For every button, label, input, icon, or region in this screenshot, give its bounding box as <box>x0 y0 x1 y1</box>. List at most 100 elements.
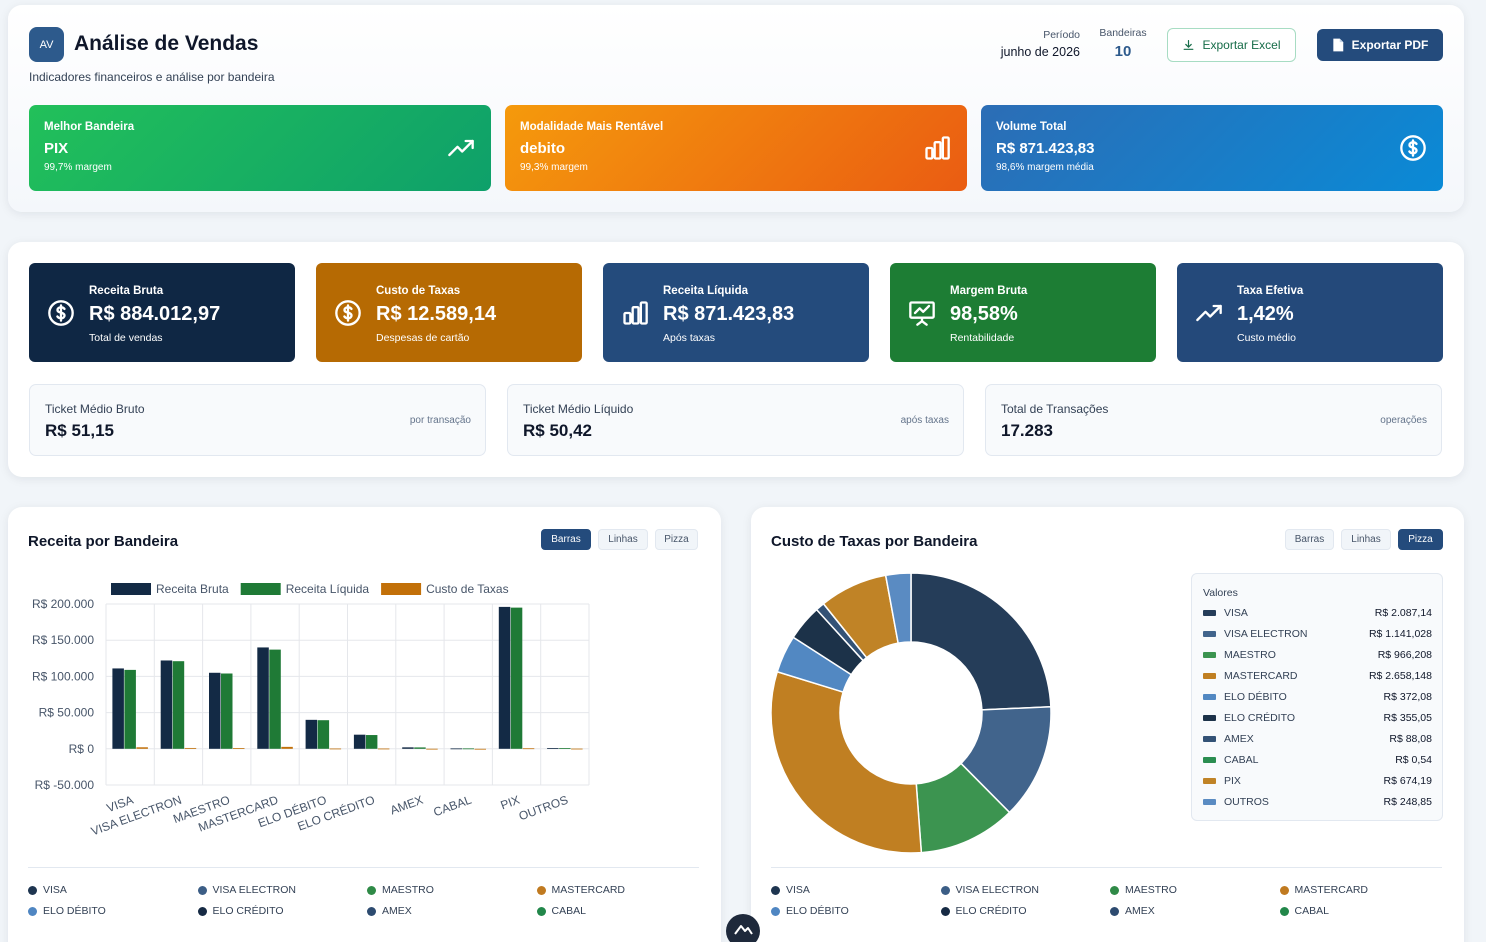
slice-mastercard[interactable] <box>770 670 923 854</box>
legend-item[interactable]: AMEX <box>1110 905 1155 917</box>
bar-outros-1[interactable] <box>547 748 559 749</box>
bar-mastercard-3[interactable] <box>281 746 293 749</box>
kpi-label: Margem Bruta <box>950 285 1028 297</box>
bar-amex-1[interactable] <box>402 747 414 749</box>
highlight-best-flag: Melhor Bandeira PIX 99,7% margem <box>29 105 491 191</box>
legend-item[interactable]: CABAL <box>536 905 586 917</box>
bar-maestro-2[interactable] <box>221 673 233 749</box>
toggle-bars[interactable]: Barras <box>541 529 591 550</box>
bar-mastercard-1[interactable] <box>257 647 269 749</box>
toggle-lines[interactable]: Linhas <box>1341 529 1391 550</box>
kpi-label: Taxa Efetiva <box>1237 285 1304 297</box>
bar-visa-3[interactable] <box>136 747 148 749</box>
legend-dot <box>367 885 376 895</box>
legend-swatch <box>240 583 281 595</box>
value-swatch <box>1203 631 1216 637</box>
legend-item[interactable]: ELO CRÉDITO <box>940 905 1027 917</box>
legend-dot <box>1110 885 1119 895</box>
legend-item[interactable]: ELO CRÉDITO <box>197 905 284 917</box>
bar-mastercard-2[interactable] <box>269 649 281 749</box>
export-excel-button[interactable]: Exportar Excel <box>1167 28 1296 62</box>
value-amount: R$ 355,05 <box>1383 712 1432 724</box>
y-tick-label: R$ 0 <box>69 742 95 756</box>
bar-outros-2[interactable] <box>559 748 571 749</box>
bar-visa-1[interactable] <box>112 668 124 749</box>
legend-item[interactable]: MASTERCARD <box>536 884 625 896</box>
bar-outros-3[interactable] <box>571 748 583 750</box>
bar-pix-1[interactable] <box>498 606 511 749</box>
legend-item[interactable]: VISA <box>28 884 67 896</box>
bar-elo-débito-2[interactable] <box>317 720 330 749</box>
legend-label: CABAL <box>1294 905 1329 917</box>
legend-item[interactable]: CABAL <box>1279 905 1329 917</box>
bar-visa-2[interactable] <box>124 669 136 749</box>
legend-item[interactable]: MASTERCARD <box>1279 884 1368 896</box>
bar-maestro-3[interactable] <box>233 748 245 749</box>
value-name: ELO CRÉDITO <box>1224 712 1295 724</box>
floating-action-button[interactable] <box>726 914 760 942</box>
toggle-lines[interactable]: Linhas <box>598 529 648 550</box>
toggle-pie[interactable]: Pizza <box>655 529 698 550</box>
kpi-sub: Custo médio <box>1237 332 1296 344</box>
legend-label: AMEX <box>382 905 412 917</box>
bar-visa-electron-1[interactable] <box>160 660 173 749</box>
export-pdf-button[interactable]: Exportar PDF <box>1317 29 1443 61</box>
legend-item[interactable]: VISA ELECTRON <box>197 884 296 896</box>
slice-visa[interactable] <box>910 572 1052 711</box>
bar-visa-electron-2[interactable] <box>172 661 185 749</box>
highlight-label: Melhor Bandeira <box>44 121 135 133</box>
legend-label: VISA ELECTRON <box>955 884 1039 896</box>
bar-amex-2[interactable] <box>414 747 426 749</box>
value-row: PIX R$ 674,19 <box>1203 774 1432 788</box>
legend-dot <box>367 906 376 916</box>
kpi-sub: Rentabilidade <box>950 332 1015 344</box>
kpi-gross-margin: Margem Bruta 98,58% Rentabilidade <box>890 263 1156 362</box>
legend-label: ELO CRÉDITO <box>212 905 284 917</box>
legend-item[interactable]: AMEX <box>367 905 412 917</box>
download-icon <box>1184 39 1194 50</box>
legend-item[interactable]: VISA <box>771 884 810 896</box>
legend-item[interactable]: Receita Líquida <box>240 582 370 596</box>
highlight-label: Volume Total <box>996 121 1067 133</box>
y-tick-label: R$ 50.000 <box>39 706 95 720</box>
value-name: MASTERCARD <box>1224 670 1298 682</box>
slice-outros[interactable] <box>884 572 912 645</box>
bar-elo-crédito-2[interactable] <box>365 735 378 749</box>
legend-item[interactable]: VISA ELECTRON <box>940 884 1039 896</box>
bar-amex-3[interactable] <box>426 748 438 750</box>
export-pdf-label: Exportar PDF <box>1351 38 1429 52</box>
bar-cabal-3[interactable] <box>474 748 487 750</box>
flags-value: 10 <box>1114 43 1132 60</box>
legend-dot <box>1110 906 1119 916</box>
ticket-label: Ticket Médio Líquido <box>523 402 634 416</box>
highlight-label: Modalidade Mais Rentável <box>520 121 664 133</box>
legend-item[interactable]: ELO DÉBITO <box>28 905 106 917</box>
bar-cabal-1[interactable] <box>450 748 463 750</box>
bar-cabal-2[interactable] <box>462 748 475 750</box>
legend-item[interactable]: MAESTRO <box>367 884 434 896</box>
toggle-bars[interactable]: Barras <box>1285 529 1334 550</box>
toggle-pie[interactable]: Pizza <box>1398 529 1443 550</box>
bar-pix-3[interactable] <box>522 748 535 750</box>
values-panel-title: Valores <box>1203 587 1238 599</box>
value-swatch <box>1203 736 1216 742</box>
bar-elo-crédito-1[interactable] <box>353 734 366 749</box>
dollar-circle-icon <box>1400 135 1426 161</box>
bar-maestro-1[interactable] <box>209 672 221 749</box>
legend-label: ELO CRÉDITO <box>955 905 1027 917</box>
bar-visa-electron-3[interactable] <box>184 747 197 749</box>
flags-info: Bandeiras 10 <box>1090 27 1156 60</box>
legend-item[interactable]: Custo de Taxas <box>381 582 509 596</box>
kpi-label: Receita Bruta <box>89 285 164 297</box>
legend-item[interactable]: Receita Bruta <box>111 582 229 596</box>
legend-dot <box>771 885 780 895</box>
bar-elo-crédito-3[interactable] <box>377 748 390 750</box>
legend-dot <box>28 906 37 916</box>
legend-label: ELO DÉBITO <box>43 905 106 917</box>
bar-elo-débito-3[interactable] <box>329 748 342 750</box>
bar-elo-débito-1[interactable] <box>305 719 318 749</box>
legend-item[interactable]: ELO DÉBITO <box>771 905 849 917</box>
bar-pix-2[interactable] <box>510 607 523 749</box>
ticket-net: Ticket Médio Líquido R$ 50,42 após taxas <box>507 384 964 456</box>
legend-item[interactable]: MAESTRO <box>1110 884 1177 896</box>
